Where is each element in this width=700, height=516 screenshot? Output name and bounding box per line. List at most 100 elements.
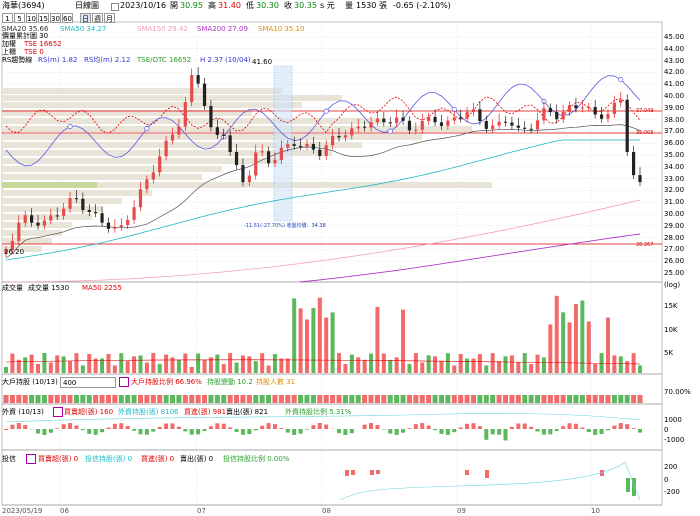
volume-bar-49 xyxy=(317,297,322,373)
price-tick-14: 31.00 xyxy=(664,198,685,207)
candle-body-88 xyxy=(567,105,572,112)
holders-bar-15 xyxy=(99,395,105,403)
volume-bar-61 xyxy=(394,357,399,373)
volume-bar-59 xyxy=(381,353,386,373)
price-tick-3: 42.00 xyxy=(664,68,685,77)
sma20-line xyxy=(5,124,641,259)
volume-label: 量 xyxy=(345,1,353,10)
candle-body-18 xyxy=(119,225,123,228)
volume-profile-bar-1 xyxy=(2,95,342,101)
volume-bar-51 xyxy=(330,312,335,373)
holders-bar-61 xyxy=(394,395,400,403)
volume-bar-29 xyxy=(189,366,194,373)
period-checkbox[interactable] xyxy=(111,3,119,11)
volume-bar-36 xyxy=(234,362,239,373)
price-tick-6: 39.00 xyxy=(664,103,685,112)
period-button-1[interactable]: 5 xyxy=(14,13,25,23)
foreign-bar-36 xyxy=(234,429,239,433)
vol-axis-10k: 10K xyxy=(664,326,678,334)
volume-bar-53 xyxy=(343,364,348,373)
volume-bar-98 xyxy=(631,353,636,373)
foreign-bar-43 xyxy=(279,428,284,429)
period-button-2[interactable]: 10 xyxy=(26,13,37,23)
holders-icon[interactable] xyxy=(119,377,129,387)
volume-bar-8 xyxy=(55,355,60,373)
foreign-bar-33 xyxy=(215,423,220,429)
volume-bar-54 xyxy=(349,354,354,373)
volume-bar-93 xyxy=(599,353,604,373)
price-tick-15: 30.00 xyxy=(664,210,685,218)
period-button-4[interactable]: 30 xyxy=(50,13,61,23)
holders-bar-38 xyxy=(246,395,252,403)
foreign-bar-77 xyxy=(497,429,502,435)
period-button-0[interactable]: 1 xyxy=(2,13,13,23)
volume-bar-65 xyxy=(420,362,425,373)
foreign-bar-10 xyxy=(68,423,73,429)
candle-body-8 xyxy=(55,215,59,217)
holders-bar-16 xyxy=(105,395,111,403)
period-button-6[interactable]: 日 xyxy=(80,13,91,23)
volume-profile-bar-5 xyxy=(2,126,472,132)
holders-bar-44 xyxy=(285,395,291,403)
foreign-bar-50 xyxy=(324,424,329,429)
holders-bar-45 xyxy=(291,395,297,403)
holders-bar-48 xyxy=(310,395,316,403)
trust-icon[interactable] xyxy=(26,454,36,464)
foreign-bar-64 xyxy=(413,424,418,429)
foreign-bar-15 xyxy=(100,429,105,433)
holders-bar-92 xyxy=(592,395,598,403)
candle-body-70 xyxy=(452,117,456,121)
holders-bar-4 xyxy=(29,395,35,403)
candle-body-47 xyxy=(305,143,309,147)
trust-bar-6 xyxy=(600,470,604,476)
holders-bar-49 xyxy=(317,395,323,403)
period-button-5[interactable]: 60 xyxy=(62,13,73,23)
ma-legend-2: SMA150 29.42 xyxy=(137,25,188,33)
candle-body-58 xyxy=(375,118,380,123)
open-label: 開 xyxy=(170,1,178,10)
volume-profile-bar-2 xyxy=(2,102,302,108)
holders-bar-46 xyxy=(298,395,304,403)
rs-marker-0 xyxy=(67,123,73,129)
volume-bar-52 xyxy=(337,353,342,373)
candle-body-13 xyxy=(87,209,91,213)
volume-bar-92 xyxy=(593,363,598,373)
period-button-8[interactable]: 月 xyxy=(104,13,115,23)
volume-bar-23 xyxy=(151,353,156,373)
candle-body-40 xyxy=(260,151,264,153)
period-button-7[interactable]: 週 xyxy=(92,13,103,23)
volume-bar-1 xyxy=(10,353,15,373)
volume-ma: MA50 2255 xyxy=(82,284,122,292)
foreign-bar-14 xyxy=(93,429,98,435)
foreign-bar-98 xyxy=(631,428,636,429)
volume-bar-67 xyxy=(433,356,438,373)
holders-bar-52 xyxy=(336,395,342,403)
foreign-bar-5 xyxy=(36,429,41,434)
volume-profile-bar-15 xyxy=(2,206,102,212)
volume-bar-90 xyxy=(580,300,585,373)
foreign-label: 外資 (10/13) xyxy=(2,408,44,416)
open-value: 30.95 xyxy=(180,1,203,10)
volume-bar-64 xyxy=(413,353,418,373)
holders-bar-50 xyxy=(323,395,329,403)
holders-bar-79 xyxy=(509,395,515,403)
candle-body-54 xyxy=(350,128,354,136)
period-button-3[interactable]: 15 xyxy=(38,13,49,23)
foreign-bar-78 xyxy=(503,429,508,441)
candle-body-28 xyxy=(183,102,187,127)
volume-bar-27 xyxy=(176,359,181,373)
ma-legend-4: SMA10 35.10 xyxy=(258,25,305,33)
candle-body-4 xyxy=(30,215,34,223)
foreign-axis-m1000: -1000 xyxy=(664,436,685,444)
foreign-bar-92 xyxy=(593,429,598,435)
volume-unit: 張 xyxy=(379,1,387,10)
candle-body-83 xyxy=(535,120,540,130)
holders-ratio: 大戶持股比例 66.96% xyxy=(131,378,202,386)
volume-profile-bar-11 xyxy=(2,174,202,180)
rs-marker-1 xyxy=(144,126,150,132)
candle-body-63 xyxy=(407,120,412,131)
foreign-bar-76 xyxy=(490,429,495,435)
foreign-icon[interactable] xyxy=(53,407,63,417)
foreign-bar-95 xyxy=(612,425,617,429)
holders-threshold-input[interactable] xyxy=(60,377,116,388)
